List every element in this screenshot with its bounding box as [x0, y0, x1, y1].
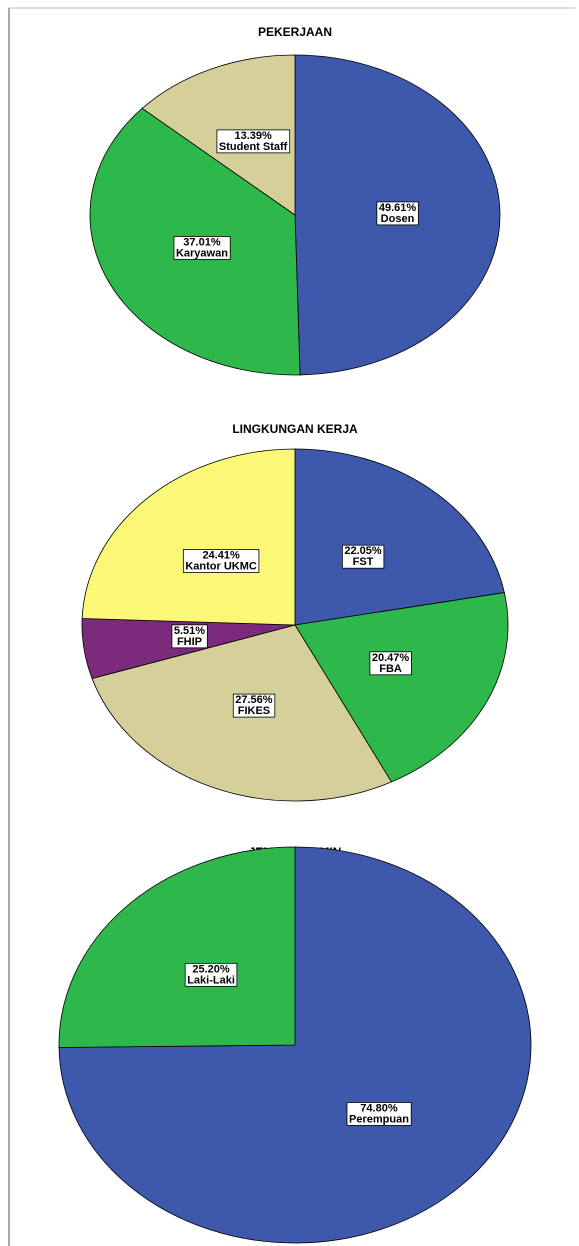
value-label: 37.01%: [183, 236, 221, 248]
category-label: FST: [353, 556, 374, 568]
label-box: [173, 236, 231, 260]
slice-label: 74.80%Perempuan: [346, 1102, 412, 1126]
label-box: [232, 693, 276, 718]
category-label: FBA: [379, 663, 402, 675]
pie-slice: [81, 448, 296, 626]
category-label: Karyawan: [176, 247, 228, 259]
slice-label: 25.20%Laki-Laki: [184, 962, 238, 987]
value-label: 74.80%: [360, 1102, 398, 1114]
slice-label: 20.47%FBA: [369, 651, 412, 676]
slice-label: 49.61%Dosen: [376, 201, 419, 226]
value-label: 20.47%: [372, 652, 410, 664]
category-label: Laki-Laki: [187, 974, 235, 986]
label-box: [182, 549, 260, 573]
slice-label: 27.56%FIKES: [232, 693, 276, 718]
value-label: 24.41%: [202, 550, 240, 562]
value-label: 22.05%: [344, 545, 382, 557]
label-box: [184, 962, 238, 987]
label-box: [216, 129, 291, 154]
category-label: FHIP: [177, 636, 202, 648]
slice-label: 22.05%FST: [341, 544, 385, 569]
slice-label: 24.41%Kantor UKMC: [182, 549, 260, 573]
label-box: [171, 624, 208, 649]
pie-slice: [294, 592, 509, 783]
category-label: Perempuan: [349, 1113, 409, 1125]
label-box: [346, 1102, 412, 1126]
category-label: Kantor UKMC: [185, 561, 257, 573]
pie-slice: [58, 846, 296, 1048]
category-label: Student Staff: [219, 141, 288, 153]
slice-label: 37.01%Karyawan: [173, 236, 231, 260]
value-label: 5.51%: [174, 625, 205, 637]
value-label: 25.20%: [192, 963, 230, 975]
value-label: 49.61%: [379, 202, 417, 214]
category-label: FIKES: [238, 705, 270, 717]
value-label: 27.56%: [235, 694, 273, 706]
value-label: 13.39%: [234, 130, 272, 142]
category-label: Dosen: [381, 213, 415, 225]
slice-label: 5.51%FHIP: [171, 624, 208, 649]
pie-slice: [294, 448, 505, 626]
chart-title: LINGKUNGAN KERJA: [232, 422, 358, 436]
chart-title: PEKERJAAN: [258, 25, 332, 39]
label-box: [376, 201, 419, 226]
label-box: [341, 544, 385, 569]
label-box: [369, 651, 412, 676]
slice-label: 13.39%Student Staff: [216, 129, 291, 154]
